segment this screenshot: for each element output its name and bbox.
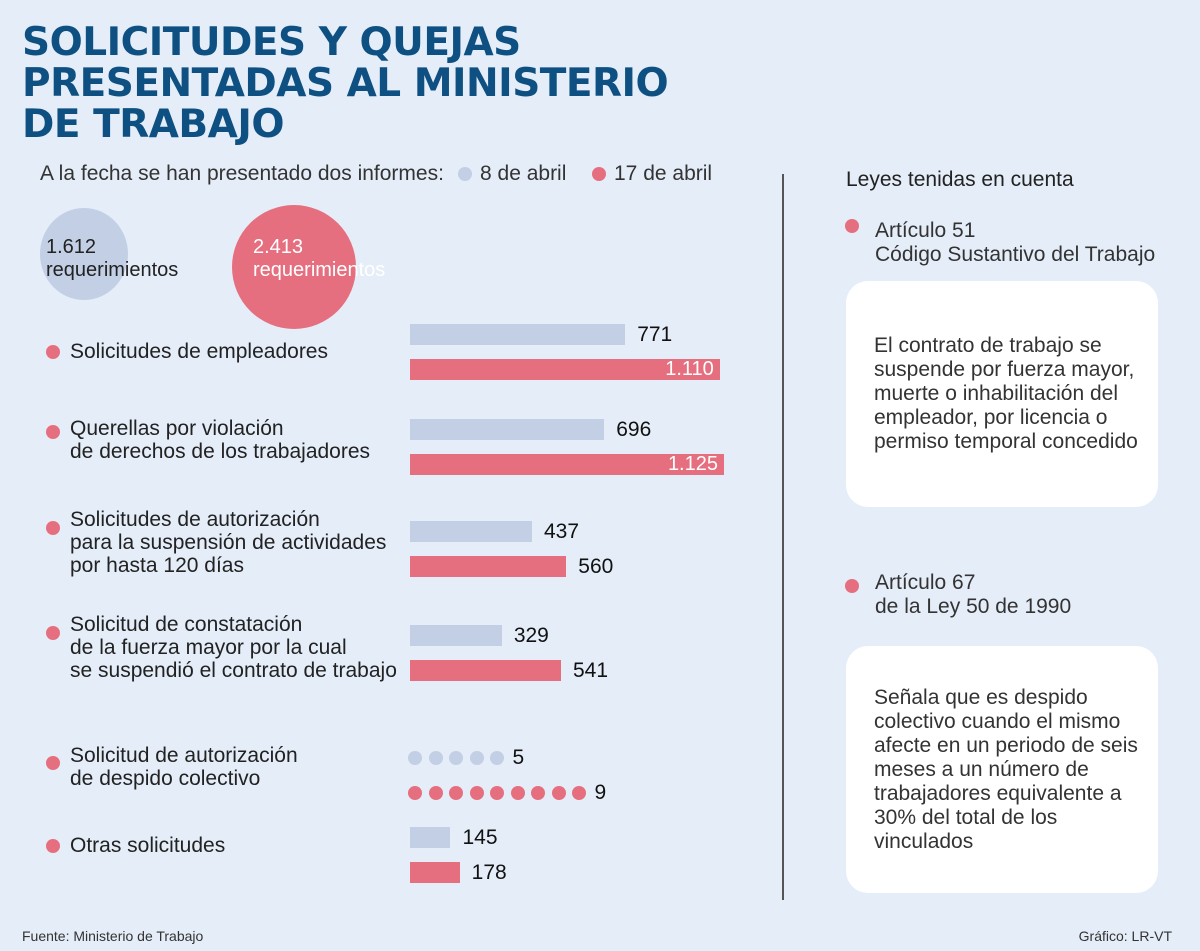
legend-first-swatch: [458, 167, 472, 181]
total-second-circle: [232, 205, 356, 329]
category-label: Querellas por violación de derechos de l…: [70, 417, 371, 463]
category-label: Solicitudes de empleadores: [70, 340, 328, 363]
category-label: Solicitudes de autorización para la susp…: [70, 508, 387, 577]
value-label: 9: [594, 781, 607, 804]
law-card: El contrato de trabajo se suspende por f…: [846, 281, 1158, 507]
value-label: 1.125: [667, 453, 718, 475]
legend-first: 8 de abril: [458, 162, 566, 186]
category-bullet: [46, 521, 60, 535]
credit-note: Gráfico: LR-VT: [1078, 928, 1172, 944]
law-text: Señala que es despido colectivo cuando e…: [874, 685, 1138, 853]
unit-dot: [469, 751, 484, 765]
value-label: 541: [572, 659, 609, 682]
unit-dot: [490, 786, 504, 800]
unit-dot: [428, 751, 443, 765]
bar: [410, 625, 502, 646]
total-second-text: 2.413 requerimientos: [253, 236, 385, 282]
unit-dot: [408, 751, 422, 765]
unit-dot: [490, 751, 504, 765]
value-label: 329: [513, 624, 549, 647]
category-bullet: [46, 626, 60, 640]
bar: [410, 359, 720, 380]
value-label: 696: [616, 418, 652, 441]
bar: [410, 827, 451, 848]
column-divider: [782, 174, 784, 900]
total-first-unit: requerimientos: [46, 259, 179, 281]
bar: [410, 556, 567, 577]
value-label: 1.110: [665, 358, 714, 380]
law-bullet: [845, 579, 859, 593]
total-second-value: 2.413: [253, 236, 304, 258]
law-heading: Artículo 51 Código Sustantivo del Trabaj…: [875, 219, 1156, 266]
law-bullet: [845, 219, 859, 233]
law-card: Señala que es despido colectivo cuando e…: [846, 646, 1158, 893]
value-label: 437: [543, 520, 580, 543]
unit-dot: [551, 786, 566, 800]
legend-second-swatch: [592, 167, 606, 181]
bar: [410, 454, 724, 475]
legend-first-label: 8 de abril: [480, 162, 567, 185]
category-label: Solicitud de autorización de despido col…: [70, 744, 298, 790]
bar: [410, 419, 605, 440]
category-bullet: [46, 425, 60, 439]
source-note: Fuente: Ministerio de Trabajo: [22, 928, 204, 944]
category-bullet: [46, 839, 60, 853]
chart-title: SOLICITUDES Y QUEJAS PRESENTADAS AL MINI…: [22, 20, 669, 147]
unit-dot: [531, 786, 545, 800]
law-text: El contrato de trabajo se suspende por f…: [874, 334, 1138, 453]
legend-second: 17 de abril: [592, 162, 712, 186]
intro-text: A la fecha se han presentado dos informe…: [40, 162, 444, 185]
value-label: 560: [578, 555, 614, 578]
value-label: 5: [512, 746, 525, 769]
category-bullet: [46, 756, 60, 770]
law-heading: Artículo 67 de la Ley 50 de 1990: [875, 571, 1072, 618]
category-bullet: [46, 345, 60, 359]
laws-title: Leyes tenidas en cuenta: [846, 168, 1074, 191]
unit-dot: [449, 751, 463, 765]
total-second-unit: requerimientos: [253, 259, 386, 281]
category-label: Solicitud de constatación de la fuerza m…: [70, 613, 397, 682]
unit-dot: [510, 786, 525, 800]
bar: [410, 521, 532, 542]
bar: [410, 660, 561, 681]
total-first-text: 1.612 requerimientos: [46, 236, 178, 282]
unit-dot: [469, 786, 484, 800]
category-label: Otras solicitudes: [70, 834, 226, 857]
value-label: 145: [462, 826, 498, 849]
unit-dot: [572, 786, 586, 800]
legend-second-label: 17 de abril: [614, 162, 713, 185]
value-label: 178: [471, 861, 507, 884]
bar: [410, 862, 460, 883]
total-first-circle: [40, 208, 128, 300]
value-label: 771: [637, 323, 673, 346]
total-first-value: 1.612: [46, 236, 97, 258]
unit-dot: [449, 786, 463, 800]
unit-dot: [408, 786, 422, 800]
unit-dot: [428, 786, 443, 800]
bar: [410, 324, 626, 345]
